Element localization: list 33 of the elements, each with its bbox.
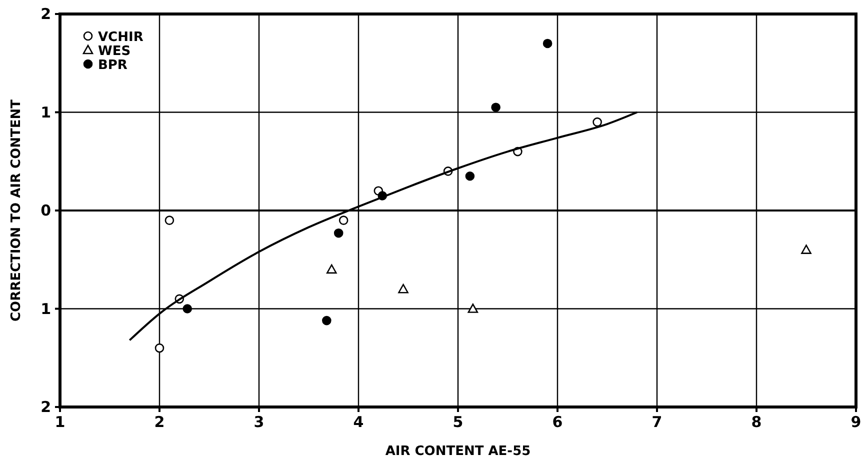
x-tick-label: 3 bbox=[254, 413, 264, 431]
point bbox=[334, 228, 344, 238]
x-tick-label: 9 bbox=[850, 413, 862, 431]
y-axis-title: CORRECTION TO AIR CONTENT bbox=[9, 99, 24, 322]
point bbox=[592, 117, 602, 127]
point bbox=[182, 304, 192, 314]
x-tick-label: 5 bbox=[452, 413, 464, 431]
point bbox=[465, 171, 475, 181]
legend-label: BPR bbox=[98, 58, 128, 73]
point bbox=[801, 244, 812, 254]
x-tick-label: 2 bbox=[154, 413, 165, 431]
point bbox=[322, 316, 332, 326]
y-tick-label: 1 bbox=[40, 103, 51, 122]
y-tick-label: 2 bbox=[40, 5, 51, 23]
legend-label: VCHIR bbox=[98, 30, 144, 45]
point bbox=[398, 284, 408, 294]
point bbox=[154, 343, 164, 353]
point bbox=[491, 102, 500, 112]
point bbox=[326, 264, 337, 274]
y-tick-label: 0 bbox=[40, 202, 51, 220]
x-tick-label: 7 bbox=[652, 413, 662, 431]
x-tick-label: 4 bbox=[353, 413, 364, 431]
x-axis-title: AIR CONTENT AE-55 bbox=[385, 444, 531, 459]
point bbox=[338, 216, 348, 225]
point bbox=[542, 38, 552, 48]
y-tick-label: 1 bbox=[40, 300, 51, 318]
x-tick-label: 1 bbox=[54, 413, 66, 431]
point bbox=[164, 216, 174, 225]
x-tick-label: 8 bbox=[751, 413, 762, 431]
point bbox=[468, 304, 478, 313]
legend-label: WES bbox=[98, 44, 131, 59]
x-tick-label: 6 bbox=[552, 413, 563, 431]
y-tick-label: 2 bbox=[40, 398, 51, 416]
